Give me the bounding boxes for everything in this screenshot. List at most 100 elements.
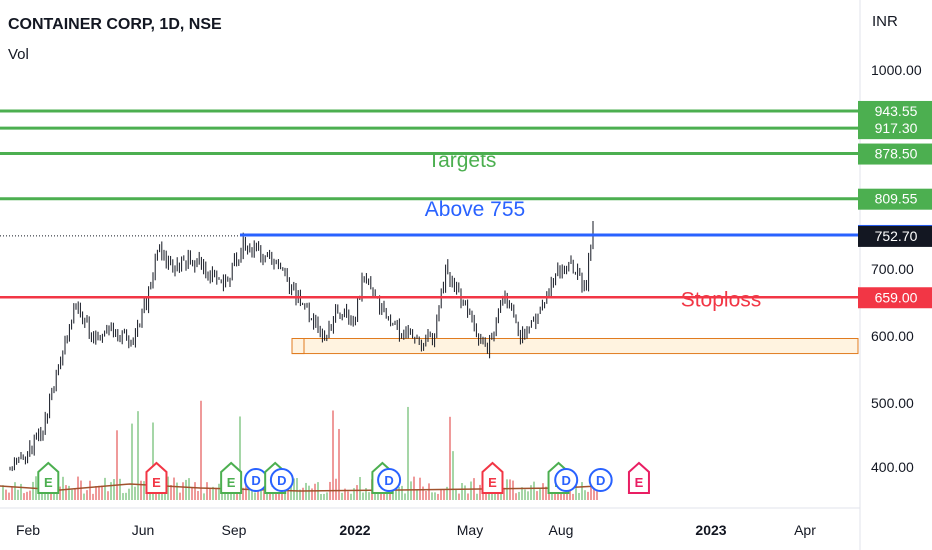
volume-bar bbox=[14, 482, 16, 500]
earnings-icon bbox=[627, 461, 650, 494]
volume-bar bbox=[587, 491, 589, 500]
volume-bar bbox=[74, 489, 76, 500]
volume-bar bbox=[584, 490, 586, 500]
volume-bar bbox=[458, 493, 460, 500]
volume-bar bbox=[185, 479, 187, 500]
volume-bar bbox=[530, 485, 532, 500]
x-tick-label: Feb bbox=[16, 522, 40, 538]
volume-bar bbox=[170, 485, 172, 500]
volume-bar bbox=[200, 400, 202, 500]
price-tag-bg bbox=[858, 188, 932, 210]
volume-bar bbox=[173, 477, 175, 500]
volume-bar bbox=[545, 486, 547, 500]
volume-bar bbox=[365, 488, 367, 500]
price-tag-label: 878.50 bbox=[875, 146, 918, 162]
volume-bar bbox=[395, 485, 397, 500]
volume-bar bbox=[20, 483, 22, 500]
volume-bar bbox=[245, 485, 247, 500]
volume-bar bbox=[512, 480, 514, 500]
x-tick-label: Sep bbox=[222, 522, 247, 538]
volume-bar bbox=[536, 491, 538, 500]
volume-bar bbox=[44, 492, 46, 500]
volume-bar bbox=[122, 493, 124, 500]
volume-bar bbox=[437, 493, 439, 500]
volume-bar bbox=[197, 490, 199, 500]
event-letter: D bbox=[384, 473, 393, 488]
volume-bar bbox=[350, 493, 352, 500]
volume-bar bbox=[29, 490, 31, 500]
volume-bar bbox=[596, 491, 598, 500]
volume-bar bbox=[389, 489, 391, 500]
volume-bar bbox=[503, 487, 505, 500]
volume-bar bbox=[263, 491, 265, 500]
volume-bar bbox=[338, 428, 340, 500]
price-tag-bg bbox=[858, 143, 932, 165]
volume-bar bbox=[209, 488, 211, 500]
volume-bar bbox=[455, 488, 457, 500]
volume-bar bbox=[464, 485, 466, 500]
event-letter: E bbox=[635, 475, 644, 490]
volume-bar bbox=[188, 478, 190, 500]
volume-bar bbox=[431, 492, 433, 500]
volume-bar bbox=[143, 481, 145, 500]
volume-bar bbox=[359, 477, 361, 500]
volume-bar bbox=[575, 476, 577, 500]
volume-bar bbox=[278, 491, 280, 500]
y-tick-label: 1000.00 bbox=[871, 62, 922, 78]
volume-bar bbox=[590, 479, 592, 500]
volume-bar bbox=[440, 489, 442, 500]
earnings-icon bbox=[481, 461, 504, 494]
volume-bar bbox=[176, 482, 178, 500]
volume-bar bbox=[488, 488, 490, 500]
y-tick-label: 700.00 bbox=[871, 261, 914, 277]
indicator-label: Vol bbox=[8, 46, 29, 63]
volume-bar bbox=[296, 478, 298, 500]
volume-bar bbox=[368, 492, 370, 500]
volume-bar bbox=[347, 491, 349, 500]
volume-bar bbox=[419, 477, 421, 500]
x-tick-label: Aug bbox=[549, 522, 574, 538]
event-letter: D bbox=[277, 473, 286, 488]
volume-bar bbox=[548, 491, 550, 500]
volume-bar bbox=[515, 493, 517, 500]
currency-label: INR bbox=[872, 13, 898, 30]
volume-bar bbox=[524, 489, 526, 500]
volume-bar bbox=[335, 478, 337, 500]
volume-bar bbox=[83, 493, 85, 500]
volume-bar bbox=[521, 487, 523, 500]
volume-bar bbox=[242, 487, 244, 500]
volume-bar bbox=[104, 477, 106, 500]
volume-bar bbox=[449, 416, 451, 500]
event-letter: D bbox=[596, 473, 605, 488]
volume-bar bbox=[425, 490, 427, 500]
volume-bar bbox=[71, 489, 73, 500]
volume-bar bbox=[59, 486, 61, 500]
volume-bar bbox=[128, 488, 130, 500]
volume-bar bbox=[386, 492, 388, 500]
volume-bar bbox=[149, 492, 151, 500]
volume-bar bbox=[443, 489, 445, 500]
volume-bar bbox=[578, 492, 580, 500]
volume-bar bbox=[203, 493, 205, 500]
volume-bar bbox=[341, 492, 343, 500]
earnings-icon bbox=[37, 461, 60, 494]
dividend-icon bbox=[588, 468, 613, 492]
volume-bar bbox=[23, 493, 25, 500]
volume-bar bbox=[191, 487, 193, 500]
volume-bar bbox=[17, 489, 19, 500]
volume-bar bbox=[32, 481, 34, 500]
volume-bar bbox=[551, 489, 553, 500]
volume-bar bbox=[113, 479, 115, 500]
volume-bar bbox=[179, 492, 181, 500]
volume-bar bbox=[476, 493, 478, 500]
volume-bar bbox=[434, 492, 436, 500]
volume-bar bbox=[293, 478, 295, 500]
volume-bar bbox=[125, 492, 127, 500]
volume-bar bbox=[479, 484, 481, 500]
price-tag-label: 943.55 bbox=[875, 103, 918, 119]
volume-bar bbox=[95, 486, 97, 500]
volume-bar bbox=[413, 476, 415, 500]
x-tick-label: May bbox=[457, 522, 483, 538]
